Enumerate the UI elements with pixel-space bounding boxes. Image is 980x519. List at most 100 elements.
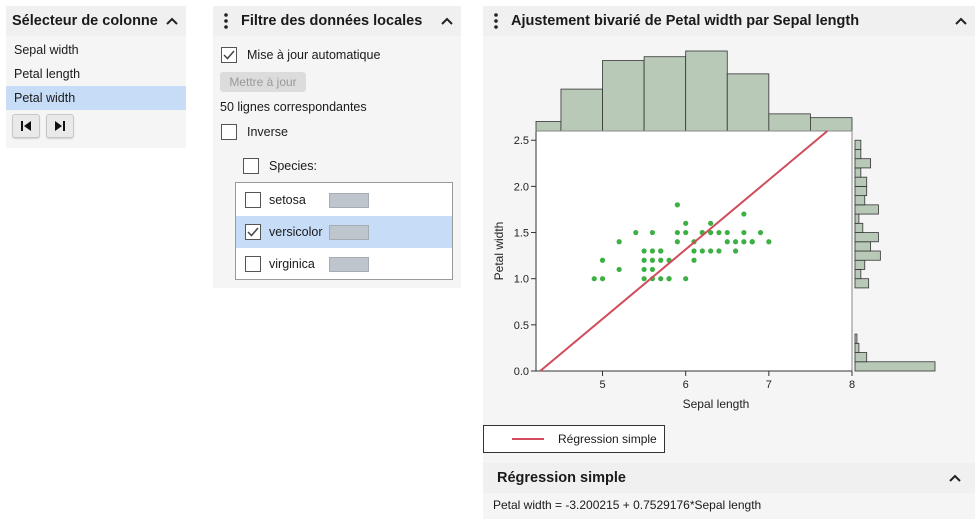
setosa-checkbox[interactable] bbox=[245, 192, 261, 208]
species-label: Species: bbox=[269, 159, 317, 173]
data-point bbox=[641, 276, 647, 282]
data-point bbox=[599, 276, 606, 282]
checkmark-icon bbox=[223, 50, 235, 60]
last-icon bbox=[55, 121, 66, 131]
data-point bbox=[674, 202, 680, 208]
data-point bbox=[633, 229, 639, 236]
last-column-button[interactable] bbox=[46, 114, 75, 138]
y-histogram-bar bbox=[854, 269, 862, 280]
data-point bbox=[724, 239, 730, 245]
x-histogram-bar bbox=[560, 88, 603, 132]
x-histogram-bar bbox=[726, 73, 770, 132]
data-point bbox=[641, 266, 647, 273]
x-histogram-bar bbox=[768, 113, 811, 132]
level-row-virginica[interactable]: virginica bbox=[236, 248, 452, 280]
y-histogram-bar bbox=[854, 139, 862, 150]
x-histogram-bar bbox=[810, 117, 853, 132]
y-histogram-bar bbox=[854, 167, 862, 178]
data-point bbox=[674, 239, 680, 245]
virginica-label: virginica bbox=[269, 257, 315, 271]
data-point bbox=[649, 229, 656, 236]
y-tick-label: 2.5 bbox=[514, 135, 529, 147]
y-histogram-bar bbox=[854, 176, 868, 187]
y-histogram-bar bbox=[854, 222, 864, 233]
data-point bbox=[658, 257, 664, 263]
y-histogram-bar bbox=[854, 158, 872, 169]
data-point bbox=[649, 257, 656, 263]
first-column-button[interactable] bbox=[12, 114, 40, 138]
data-point bbox=[641, 257, 647, 263]
auto-update-label: Mise à jour automatique bbox=[247, 48, 381, 62]
data-point bbox=[741, 239, 747, 245]
update-button[interactable]: Mettre à jour bbox=[220, 72, 306, 92]
column-item-petal-length[interactable]: Petal length bbox=[14, 67, 81, 81]
data-point bbox=[674, 229, 680, 236]
inverse-row[interactable]: Inverse bbox=[221, 124, 288, 140]
data-point bbox=[649, 248, 656, 254]
local-data-filter-panel: Filtre des données locales Mise à jour a… bbox=[213, 6, 461, 288]
x-tick-label: 6 bbox=[683, 379, 689, 391]
collapse-chevron-icon[interactable] bbox=[439, 13, 455, 29]
y-tick-label: 2.0 bbox=[514, 181, 529, 193]
scatter-points bbox=[591, 202, 772, 282]
column-selector-body: Sepal width Petal length Petal width bbox=[6, 36, 186, 148]
x-tick-label: 8 bbox=[849, 379, 855, 391]
column-item-petal-width[interactable]: Petal width bbox=[6, 86, 186, 110]
data-point bbox=[691, 257, 697, 263]
versicolor-label: versicolor bbox=[269, 225, 323, 239]
auto-update-checkbox[interactable] bbox=[221, 47, 237, 63]
data-point bbox=[683, 220, 689, 226]
data-point bbox=[757, 229, 764, 236]
versicolor-checkbox[interactable] bbox=[245, 224, 261, 240]
data-point bbox=[616, 266, 622, 273]
x-histogram-bar bbox=[602, 60, 645, 132]
y-tick-label: 0.5 bbox=[514, 320, 529, 332]
data-point bbox=[599, 257, 606, 263]
species-checkbox[interactable] bbox=[243, 158, 259, 174]
data-point bbox=[649, 266, 656, 273]
inverse-checkbox[interactable] bbox=[221, 124, 237, 140]
local-data-filter-header: Filtre des données locales bbox=[213, 6, 461, 36]
data-point bbox=[691, 248, 697, 254]
y-histogram-bar bbox=[854, 361, 936, 372]
y-histogram bbox=[854, 139, 936, 372]
level-row-setosa[interactable]: setosa bbox=[236, 184, 452, 216]
data-point bbox=[641, 248, 647, 254]
data-point bbox=[658, 276, 664, 282]
x-tick-label: 5 bbox=[599, 379, 605, 391]
regression-line bbox=[539, 130, 828, 372]
auto-update-row[interactable]: Mise à jour automatique bbox=[221, 47, 380, 63]
data-point bbox=[699, 248, 705, 254]
y-histogram-bar bbox=[854, 185, 868, 197]
data-point bbox=[666, 276, 672, 282]
x-histogram bbox=[535, 50, 853, 132]
column-selector-header: Sélecteur de colonne bbox=[6, 6, 186, 36]
virginica-color-swatch bbox=[329, 256, 369, 272]
data-point bbox=[591, 276, 597, 282]
bivariate-fit-title: Ajustement bivarié de Petal width par Se… bbox=[511, 13, 860, 29]
data-point bbox=[616, 239, 622, 245]
y-histogram-bar bbox=[854, 250, 881, 261]
first-icon bbox=[21, 121, 31, 131]
virginica-checkbox[interactable] bbox=[245, 256, 261, 272]
column-selector-title: Sélecteur de colonne bbox=[12, 13, 158, 29]
more-options-icon[interactable] bbox=[489, 13, 503, 29]
data-point bbox=[683, 276, 689, 282]
collapse-chevron-icon[interactable] bbox=[953, 13, 969, 29]
regression-equation: Petal width = -3.200215 + 0.7529176*Sepa… bbox=[493, 498, 762, 512]
more-options-icon[interactable] bbox=[219, 13, 233, 29]
versicolor-color-swatch bbox=[329, 224, 369, 240]
collapse-chevron-icon[interactable] bbox=[164, 13, 180, 29]
data-point bbox=[741, 229, 747, 236]
fit-legend: Régression simple bbox=[483, 425, 665, 453]
species-row[interactable]: Species: bbox=[243, 158, 317, 174]
y-tick-label: 1.0 bbox=[514, 274, 529, 286]
data-point bbox=[658, 248, 664, 254]
level-row-versicolor[interactable]: versicolor bbox=[236, 216, 452, 248]
x-tick-label: 7 bbox=[766, 379, 772, 391]
y-histogram-bar bbox=[854, 149, 862, 160]
collapse-chevron-icon[interactable] bbox=[947, 470, 963, 486]
y-histogram-bar bbox=[854, 278, 870, 289]
column-item-sepal-width[interactable]: Sepal width bbox=[14, 43, 79, 57]
